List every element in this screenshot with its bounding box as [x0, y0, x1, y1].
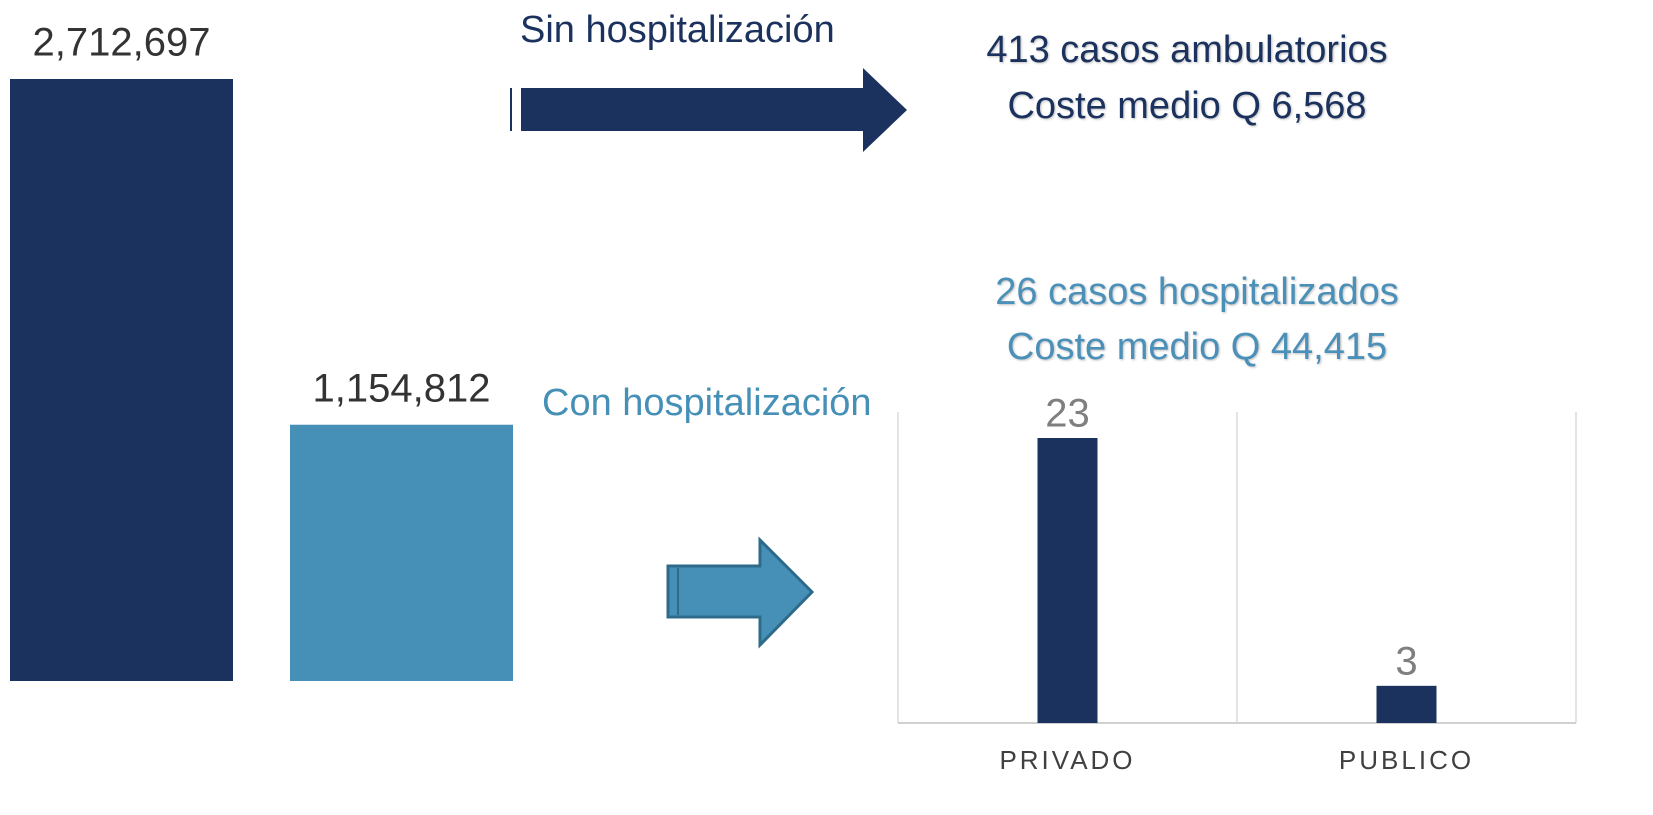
- value-label: 23: [1045, 392, 1090, 436]
- cost-with: Coste medio Q 44,415: [1007, 326, 1387, 368]
- label-with: Con hospitalización: [542, 382, 872, 424]
- bar: [1376, 685, 1437, 723]
- x-tick-label: PRIVADO: [999, 745, 1135, 775]
- bar: [10, 79, 233, 681]
- label-without: Sin hospitalización: [520, 9, 835, 51]
- value-label: 1,154,812: [313, 366, 491, 410]
- arrow-without: [521, 68, 907, 152]
- bar: [1037, 438, 1098, 723]
- value-label: 2,712,697: [33, 21, 211, 65]
- value-label: 3: [1395, 639, 1417, 683]
- x-tick-label: PUBLICO: [1339, 745, 1474, 775]
- arrow-with: [666, 536, 815, 649]
- bar: [290, 424, 513, 681]
- cases-without: 413 casos ambulatorios: [986, 29, 1387, 71]
- cases-with: 26 casos hospitalizados: [995, 271, 1398, 313]
- cost-without: Coste medio Q 6,568: [1007, 85, 1366, 127]
